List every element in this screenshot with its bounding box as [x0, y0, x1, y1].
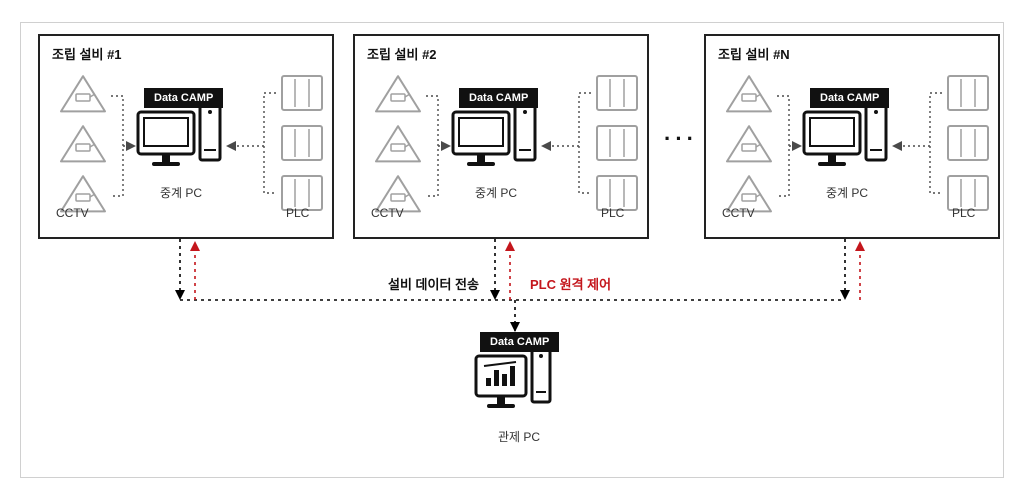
facility-title-n: 조립 설비 #N	[718, 44, 790, 63]
label-plc-control: PLC 원격 제어	[530, 274, 611, 293]
cctv-label: CCTV	[722, 206, 755, 220]
facility-title-2: 조립 설비 #2	[367, 44, 437, 63]
relay-pc-label: 중계 PC	[160, 184, 202, 201]
control-badge: Data CAMP	[480, 332, 559, 352]
plc-label: PLC	[286, 206, 309, 220]
relay-badge: Data CAMP	[459, 88, 538, 108]
relay-badge: Data CAMP	[810, 88, 889, 108]
cctv-label: CCTV	[371, 206, 404, 220]
facility-title-1: 조립 설비 #1	[52, 44, 122, 63]
control-pc-label: 관제 PC	[498, 428, 540, 445]
relay-badge: Data CAMP	[144, 88, 223, 108]
diagram-canvas: 조립 설비 #1 조립 설비 #2 조립 설비 #N ··· 설비 데이터 전송…	[0, 0, 1024, 500]
relay-pc-label: 중계 PC	[826, 184, 868, 201]
cctv-label: CCTV	[56, 206, 89, 220]
label-data-send: 설비 데이터 전송	[388, 274, 479, 293]
plc-label: PLC	[601, 206, 624, 220]
plc-label: PLC	[952, 206, 975, 220]
relay-pc-label: 중계 PC	[475, 184, 517, 201]
ellipsis: ···	[664, 126, 698, 152]
